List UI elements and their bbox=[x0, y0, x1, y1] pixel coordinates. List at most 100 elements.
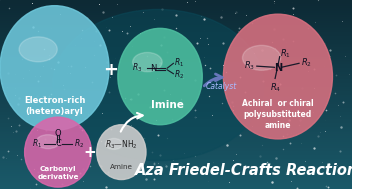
Bar bbox=[0, 119, 352, 121]
Bar bbox=[0, 142, 352, 144]
Ellipse shape bbox=[223, 14, 332, 139]
Bar bbox=[0, 155, 352, 157]
Bar bbox=[0, 108, 352, 110]
Bar bbox=[0, 164, 352, 166]
Bar bbox=[0, 6, 352, 8]
Bar bbox=[0, 136, 352, 138]
Bar bbox=[0, 36, 352, 38]
Bar bbox=[0, 89, 352, 91]
Bar bbox=[0, 138, 352, 140]
Bar bbox=[0, 83, 352, 85]
Ellipse shape bbox=[53, 9, 264, 161]
Bar bbox=[0, 125, 352, 127]
Bar bbox=[0, 68, 352, 70]
Text: Amine: Amine bbox=[110, 164, 133, 170]
Text: $R_2$: $R_2$ bbox=[174, 68, 184, 81]
Bar bbox=[0, 94, 352, 96]
Ellipse shape bbox=[19, 37, 57, 62]
Bar bbox=[0, 59, 352, 60]
Ellipse shape bbox=[24, 117, 91, 187]
Bar bbox=[0, 87, 352, 89]
Bar bbox=[0, 102, 352, 104]
Bar bbox=[0, 4, 352, 6]
Bar bbox=[0, 55, 352, 57]
Text: +: + bbox=[83, 145, 96, 160]
Bar bbox=[0, 34, 352, 36]
Bar bbox=[0, 178, 352, 180]
Bar bbox=[0, 72, 352, 74]
Bar bbox=[0, 96, 352, 98]
Text: $R_1$: $R_1$ bbox=[174, 56, 184, 69]
Bar bbox=[0, 45, 352, 47]
Bar bbox=[0, 153, 352, 155]
Bar bbox=[0, 74, 352, 76]
Bar bbox=[0, 13, 352, 15]
Bar bbox=[0, 28, 352, 30]
Bar bbox=[0, 132, 352, 134]
Bar bbox=[0, 64, 352, 66]
Text: N: N bbox=[274, 63, 282, 73]
Bar bbox=[0, 176, 352, 178]
Bar bbox=[0, 21, 352, 23]
Bar bbox=[0, 172, 352, 174]
Bar bbox=[0, 79, 352, 81]
Bar bbox=[0, 123, 352, 125]
Bar bbox=[0, 163, 352, 164]
Bar bbox=[0, 32, 352, 34]
Bar bbox=[0, 25, 352, 26]
Text: $R_1$: $R_1$ bbox=[32, 137, 42, 149]
Bar bbox=[0, 43, 352, 45]
Bar bbox=[0, 66, 352, 68]
Bar bbox=[0, 0, 352, 2]
Bar bbox=[0, 81, 352, 83]
Bar bbox=[0, 42, 352, 43]
Bar bbox=[0, 76, 352, 77]
Text: N: N bbox=[150, 64, 156, 73]
Bar bbox=[0, 62, 352, 64]
Bar bbox=[0, 117, 352, 119]
Bar bbox=[0, 115, 352, 117]
Bar bbox=[0, 130, 352, 132]
Text: Aza Friedel-Crafts Reaction: Aza Friedel-Crafts Reaction bbox=[135, 163, 358, 178]
Bar bbox=[0, 2, 352, 4]
Bar bbox=[0, 104, 352, 106]
Bar bbox=[0, 47, 352, 49]
Text: Electron-rich
(hetero)aryl: Electron-rich (hetero)aryl bbox=[24, 96, 85, 116]
Bar bbox=[0, 113, 352, 115]
Bar bbox=[0, 129, 352, 130]
Bar bbox=[0, 70, 352, 72]
Text: Carbonyl
derivative: Carbonyl derivative bbox=[37, 166, 79, 180]
Text: $R_4$: $R_4$ bbox=[270, 81, 281, 94]
Text: Catalyst: Catalyst bbox=[205, 82, 237, 91]
Bar bbox=[0, 17, 352, 19]
Text: $R_3$—NH$_2$: $R_3$—NH$_2$ bbox=[105, 138, 138, 151]
Bar bbox=[0, 147, 352, 149]
Text: Imine: Imine bbox=[151, 100, 183, 110]
Bar bbox=[0, 140, 352, 142]
Bar bbox=[0, 181, 352, 183]
Ellipse shape bbox=[105, 138, 123, 149]
Bar bbox=[0, 15, 352, 17]
Bar bbox=[0, 174, 352, 176]
Bar bbox=[0, 40, 352, 42]
Bar bbox=[0, 98, 352, 100]
Bar bbox=[0, 144, 352, 146]
Bar bbox=[0, 77, 352, 79]
Bar bbox=[0, 26, 352, 28]
Ellipse shape bbox=[0, 6, 109, 130]
Bar bbox=[0, 30, 352, 32]
Ellipse shape bbox=[97, 125, 146, 180]
Text: $R_3$: $R_3$ bbox=[132, 62, 143, 74]
Bar bbox=[0, 127, 352, 129]
Bar bbox=[0, 100, 352, 102]
Bar bbox=[0, 51, 352, 53]
Bar bbox=[0, 121, 352, 123]
Bar bbox=[0, 49, 352, 51]
Bar bbox=[0, 187, 352, 189]
Text: +: + bbox=[103, 61, 118, 79]
Ellipse shape bbox=[118, 28, 202, 125]
Bar bbox=[0, 161, 352, 163]
Bar bbox=[0, 146, 352, 147]
Bar bbox=[0, 170, 352, 172]
Bar bbox=[0, 23, 352, 25]
